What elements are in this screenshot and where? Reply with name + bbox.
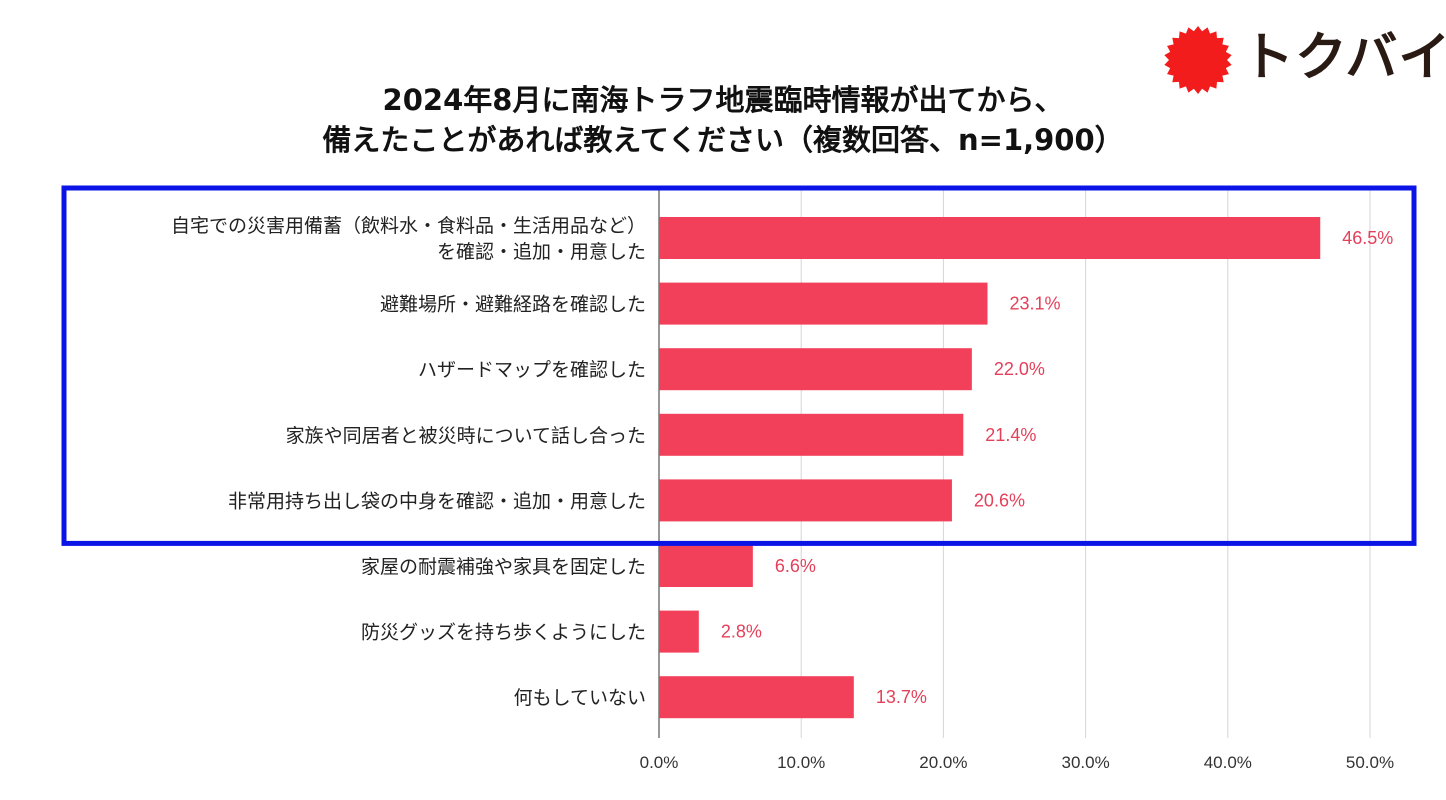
bar	[659, 545, 753, 587]
bars	[659, 217, 1321, 719]
highlight-rectangle	[61, 185, 1417, 546]
category-label: 防災グッズを持ち歩くようにした	[361, 622, 646, 644]
highlight-box	[61, 185, 1417, 546]
x-axis-ticks: 0.0% 10.0% 20.0% 30.0% 40.0% 50.0%	[640, 753, 1394, 772]
x-tick-label: 0.0%	[640, 753, 679, 772]
chart-title-line-1: 2024年8月に南海トラフ地震臨時情報が出てから、	[382, 83, 1064, 117]
bar	[659, 610, 699, 653]
category-label: 家族や同居者と被災時について話し合った	[286, 425, 646, 447]
x-tick-label: 50.0%	[1346, 753, 1394, 772]
bar	[659, 676, 854, 719]
category-label: 何もしていない	[514, 687, 646, 709]
category-label: 避難場所・避難経路を確認した	[380, 294, 646, 316]
value-label: 2.8%	[721, 622, 762, 642]
x-tick-label: 30.0%	[1061, 753, 1109, 772]
category-label: を確認・追加・用意した	[437, 241, 646, 263]
value-label: 22.0%	[994, 359, 1045, 379]
value-label: 23.1%	[1009, 294, 1060, 314]
chart-title: 2024年8月に南海トラフ地震臨時情報が出てから、 備えたことがあれば教えてくだ…	[0, 80, 1446, 160]
logo: トクバイ	[1162, 22, 1446, 98]
value-label: 13.7%	[876, 687, 927, 707]
category-label: 非常用持ち出し袋の中身を確認・追加・用意した	[228, 490, 646, 512]
value-label: 46.5%	[1342, 228, 1393, 248]
value-label: 21.4%	[985, 425, 1036, 445]
category-labels: 自宅での災害用備蓄（飲料水・食料品・生活用品など） を確認・追加・用意した避難場所…	[171, 215, 646, 709]
grid-lines	[800, 190, 1371, 738]
category-label: 自宅での災害用備蓄（飲料水・食料品・生活用品など）	[171, 215, 646, 237]
category-label: 家屋の耐震補強や家具を固定した	[361, 556, 646, 578]
category-label: ハザードマップを確認した	[418, 359, 646, 381]
bar	[659, 282, 988, 325]
bar	[659, 413, 964, 456]
value-label: 20.6%	[974, 490, 1025, 510]
bar	[659, 217, 1321, 259]
x-tick-label: 10.0%	[777, 753, 825, 772]
x-tick-label: 20.0%	[919, 753, 967, 772]
value-label: 6.6%	[775, 556, 816, 576]
value-labels: 46.5% 23.1% 22.0% 21.4% 20.6% 6.6% 2.8% 13.7%	[721, 228, 1393, 707]
logo-text: トクバイ	[1242, 28, 1446, 88]
bar	[659, 479, 952, 522]
bar	[659, 348, 972, 391]
chart-title-line-2: 備えたことがあれば教えてください（複数回答、n=1,900）	[322, 123, 1124, 157]
x-tick-label: 40.0%	[1204, 753, 1252, 772]
logo-sunburst-icon	[1164, 26, 1232, 94]
